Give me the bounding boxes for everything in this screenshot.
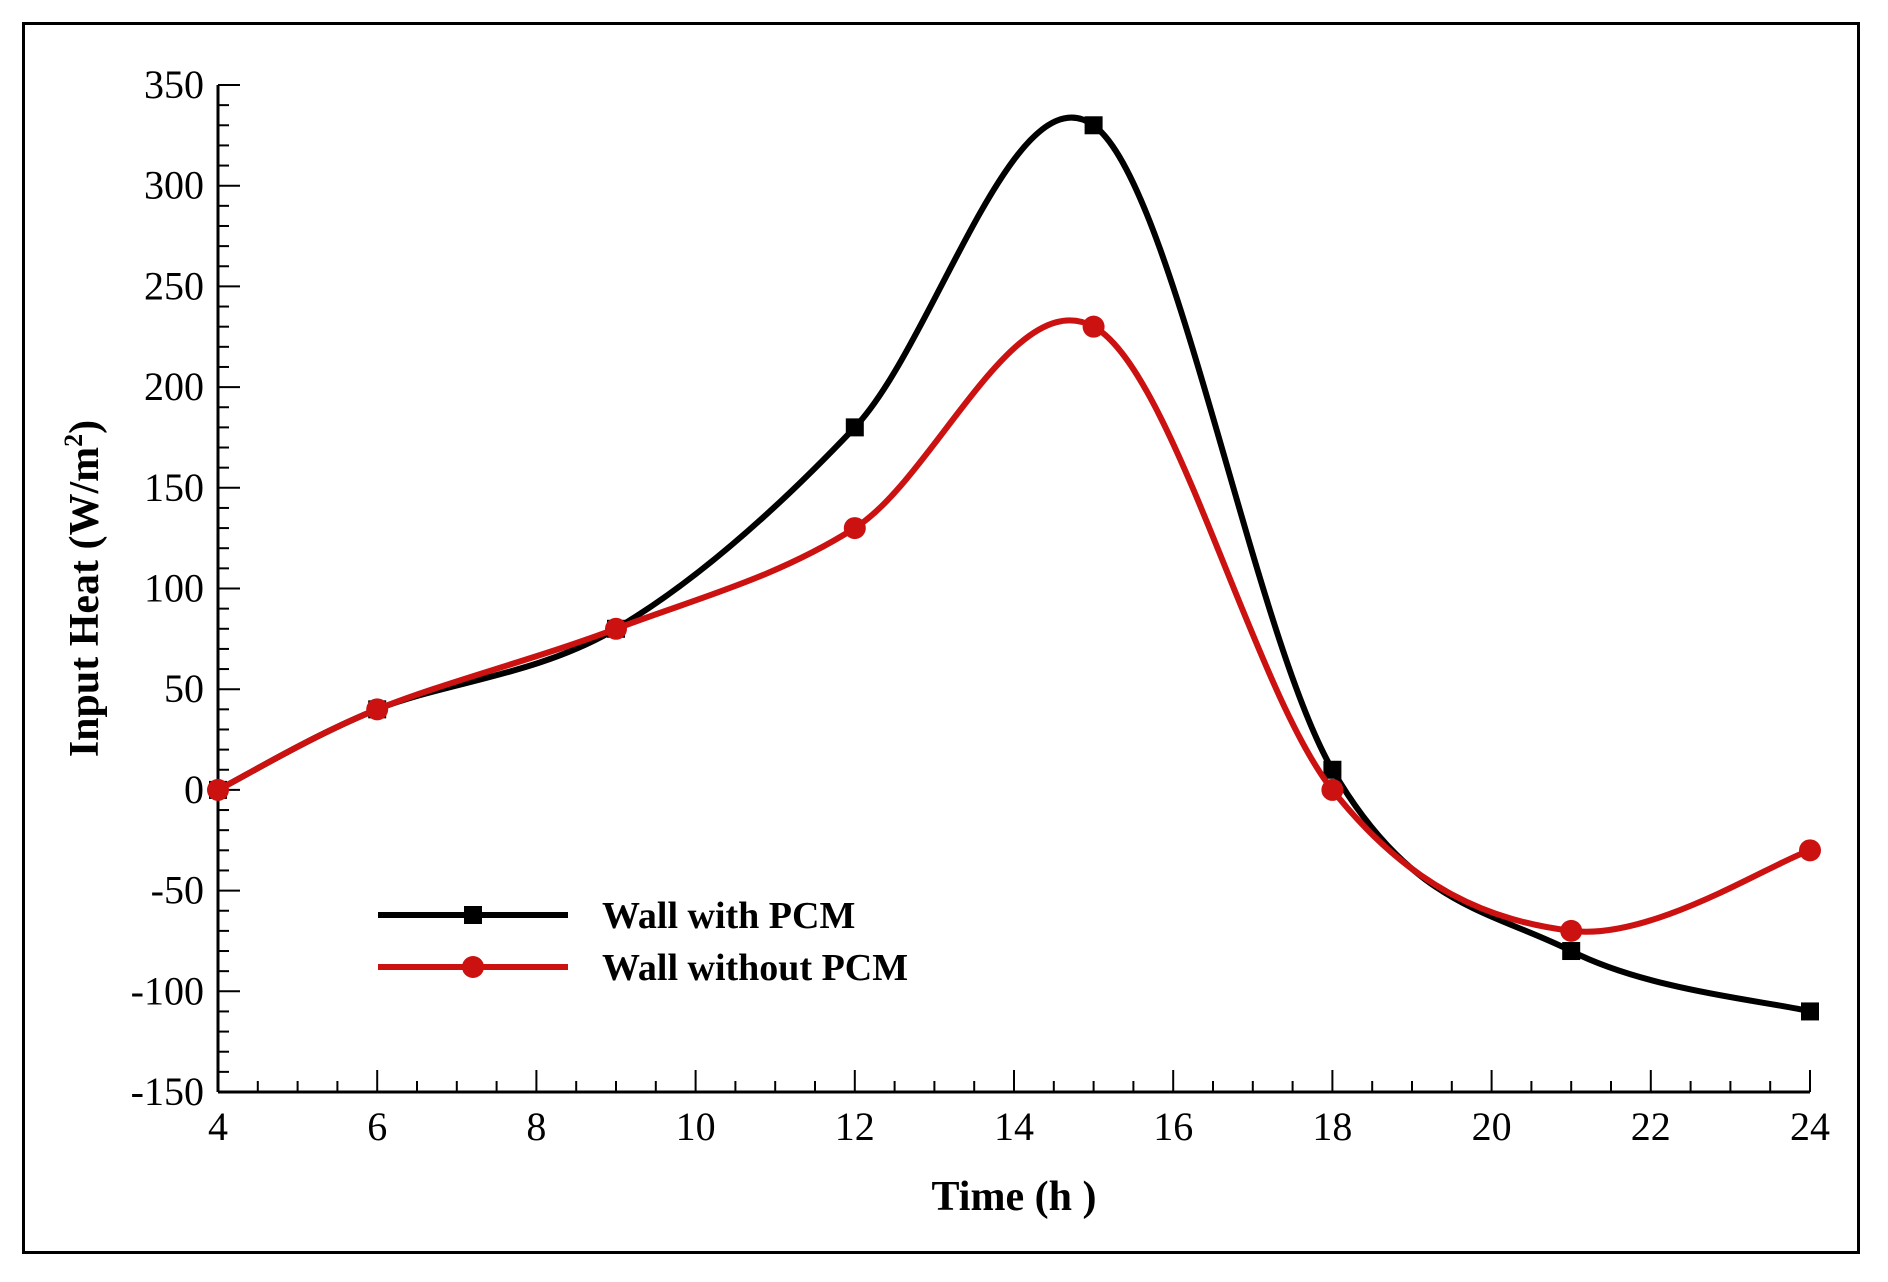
data-point-square <box>1801 1002 1819 1021</box>
data-point-circle <box>1321 778 1344 801</box>
data-point-circle <box>843 517 866 540</box>
x-tick-label: 6 <box>367 1104 387 1149</box>
y-axis-title-superscript: 2 <box>59 434 88 447</box>
series-line <box>215 317 1813 935</box>
x-tick-label: 24 <box>1790 1104 1830 1149</box>
series-1 <box>209 114 1819 1021</box>
data-point-square <box>1562 942 1581 961</box>
data-point-square <box>1323 760 1342 779</box>
x-tick-label: 8 <box>526 1104 546 1149</box>
data-point-circle <box>1799 839 1821 862</box>
legend-marker-circle <box>462 956 484 978</box>
y-tick-label: 150 <box>144 465 204 510</box>
y-tick-label: 350 <box>144 62 204 107</box>
x-tick-label: 14 <box>994 1104 1034 1149</box>
y-tick-label: -150 <box>131 1069 204 1114</box>
legend-marker-square <box>464 906 482 924</box>
data-point-square <box>1084 116 1103 135</box>
y-tick-label: 50 <box>164 666 204 711</box>
y-axis-title-main: Input Heat (W/m <box>62 447 108 757</box>
data-point-circle <box>366 698 389 721</box>
x-tick-label: 12 <box>835 1104 875 1149</box>
data-point-circle <box>605 617 627 640</box>
x-axis-title: Time (h ) <box>932 1174 1097 1220</box>
data-point-circle <box>1082 315 1105 338</box>
y-tick-label: 250 <box>144 263 204 308</box>
legend-item: Wall with PCM <box>378 895 855 937</box>
y-tick-label: 200 <box>144 364 204 409</box>
legend-label: Wall without PCM <box>602 947 908 989</box>
data-point-square <box>845 418 864 437</box>
x-tick-label: 18 <box>1312 1104 1352 1149</box>
x-tick-label: 4 <box>208 1104 228 1149</box>
series-2 <box>207 315 1821 942</box>
y-tick-label: 0 <box>184 767 204 812</box>
data-point-circle <box>1560 919 1583 942</box>
legend: Wall with PCM Wall without PCM <box>378 895 908 989</box>
x-tick-label: 22 <box>1631 1104 1671 1149</box>
x-tick-label: 10 <box>676 1104 716 1149</box>
y-tick-label: 100 <box>144 566 204 611</box>
y-axis-title-close: ) <box>62 420 108 434</box>
y-tick-label: 300 <box>144 163 204 208</box>
y-tick-label: -50 <box>151 868 204 913</box>
legend-label: Wall with PCM <box>602 895 855 937</box>
series-layer <box>207 114 1821 1021</box>
x-tick-label: 20 <box>1472 1104 1512 1149</box>
legend-item: Wall without PCM <box>378 947 908 989</box>
series-line <box>215 114 1813 1015</box>
data-point-circle <box>207 778 229 801</box>
x-tick-label: 16 <box>1153 1104 1193 1149</box>
axes: 4 6 8 10 12 14 16 18 20 22 24 350 300 250 200 150 100 50 0… <box>131 62 1830 1149</box>
figure-frame <box>22 22 1860 1254</box>
y-tick-label: -100 <box>131 968 204 1013</box>
y-axis-title: Input Heat (W/m2) <box>59 420 108 757</box>
